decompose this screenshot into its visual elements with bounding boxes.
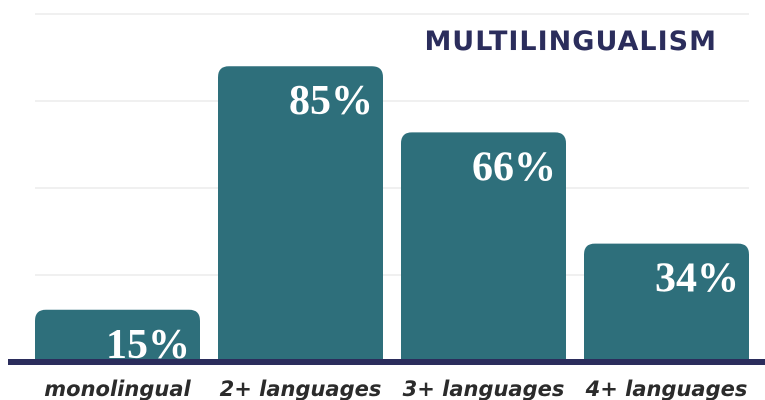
value-label: 85% <box>289 78 373 124</box>
x-tick-label: monolingual <box>44 377 191 400</box>
chart-title: MULTILINGUALISM <box>424 26 717 57</box>
x-tick-label: 4+ languages <box>585 377 748 400</box>
bar <box>218 66 383 362</box>
bar <box>35 309 200 362</box>
x-tick-label: 3+ languages <box>403 377 565 400</box>
value-label: 66% <box>472 144 556 190</box>
bar <box>401 132 566 362</box>
baseline <box>8 359 765 365</box>
bar <box>584 243 749 362</box>
x-tick-label: 2+ languages <box>220 377 382 400</box>
value-label: 34% <box>655 256 739 302</box>
